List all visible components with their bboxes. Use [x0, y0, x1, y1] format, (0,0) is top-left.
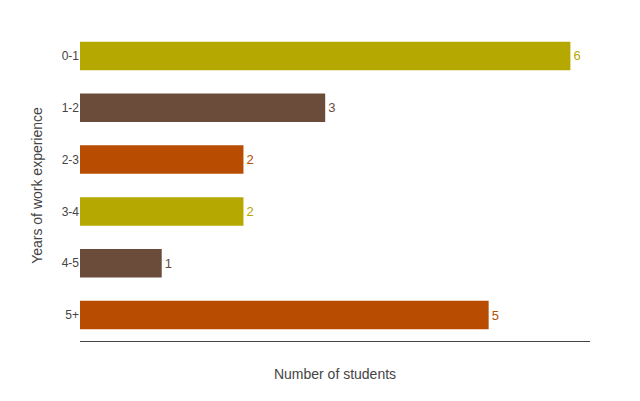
svg-text:5+: 5+ — [65, 308, 79, 322]
svg-text:2: 2 — [246, 204, 253, 219]
svg-text:2-3: 2-3 — [62, 153, 80, 167]
svg-text:6: 6 — [573, 48, 580, 63]
svg-text:Number of students: Number of students — [274, 366, 396, 382]
svg-text:3: 3 — [328, 100, 335, 115]
svg-text:4-5: 4-5 — [62, 256, 80, 270]
svg-text:1-2: 1-2 — [62, 101, 80, 115]
svg-text:0-1: 0-1 — [62, 49, 80, 63]
svg-text:5: 5 — [492, 308, 499, 323]
svg-text:3-4: 3-4 — [62, 205, 80, 219]
svg-text:1: 1 — [165, 256, 172, 271]
svg-text:Years of work experience: Years of work experience — [29, 107, 45, 264]
svg-text:2: 2 — [246, 152, 253, 167]
